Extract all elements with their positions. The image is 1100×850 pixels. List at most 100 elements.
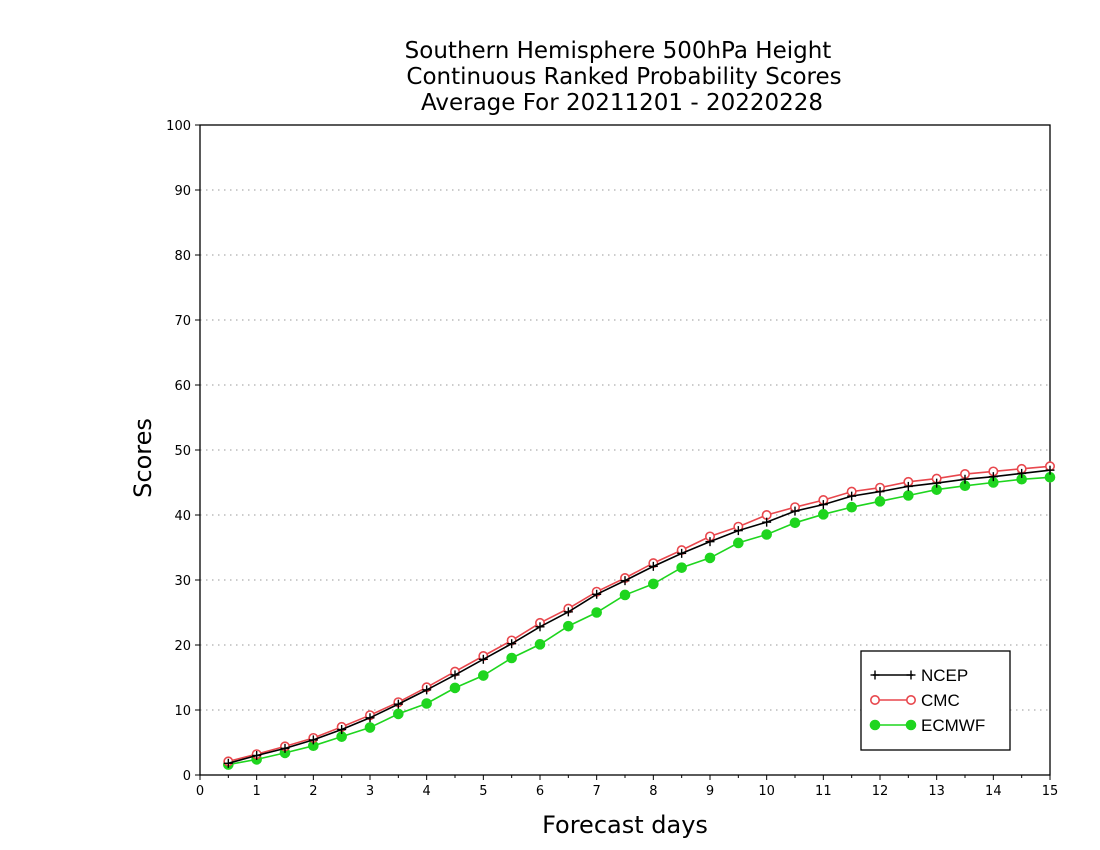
point-ecmwf bbox=[364, 722, 376, 733]
x-tick-label: 1 bbox=[253, 784, 261, 799]
point-ecmwf bbox=[704, 552, 716, 564]
point-ncep bbox=[422, 685, 432, 695]
x-tick-label: 3 bbox=[366, 784, 374, 799]
x-tick-label: 4 bbox=[423, 784, 431, 799]
point-ncep bbox=[365, 713, 375, 723]
x-tick-label: 12 bbox=[872, 784, 889, 799]
x-tick-label: 2 bbox=[309, 784, 317, 799]
y-tick-label: 50 bbox=[174, 444, 191, 459]
point-ecmwf bbox=[506, 652, 517, 664]
point-ncep bbox=[733, 526, 743, 536]
x-tick-label: 10 bbox=[758, 784, 775, 799]
legend-entry-cmc: CMC bbox=[869, 691, 960, 710]
point-ncep bbox=[620, 576, 630, 586]
point-ncep bbox=[762, 517, 772, 527]
y-axis-ticks: 0 10 20 30 40 50 60 70 80 90 100 bbox=[166, 119, 200, 784]
series-line-ncep bbox=[228, 469, 1051, 765]
point-ncep bbox=[988, 472, 998, 482]
point-ncep bbox=[563, 607, 573, 617]
point-ecmwf bbox=[619, 589, 631, 601]
point-ncep bbox=[450, 670, 460, 680]
series-ncep bbox=[223, 465, 1055, 768]
legend-label-ecmwf: ECMWF bbox=[921, 716, 985, 735]
point-ecmwf bbox=[393, 708, 404, 720]
legend-marker-left-ncep bbox=[870, 670, 880, 680]
x-tick-label: 9 bbox=[706, 784, 714, 799]
point-ncep bbox=[1045, 465, 1055, 475]
gridlines bbox=[200, 189, 1050, 711]
point-ecmwf bbox=[789, 517, 801, 529]
point-ecmwf bbox=[563, 620, 574, 632]
point-ncep bbox=[1017, 468, 1027, 478]
legend-marker-right-ncep bbox=[906, 670, 916, 680]
point-ncep bbox=[648, 561, 658, 571]
y-tick-label: 80 bbox=[174, 249, 191, 264]
point-ecmwf bbox=[421, 698, 432, 709]
point-ncep bbox=[223, 758, 233, 768]
point-ecmwf bbox=[534, 639, 546, 650]
x-tick-label: 6 bbox=[536, 784, 544, 799]
legend-marker-right-ecmwf bbox=[905, 719, 917, 731]
legend: NCEP CMC ECMWF bbox=[860, 650, 1011, 751]
point-ecmwf bbox=[449, 682, 461, 694]
x-axis-title: Forecast days bbox=[542, 811, 708, 839]
legend-entry-ncep: NCEP bbox=[870, 666, 968, 685]
point-ecmwf bbox=[648, 578, 659, 590]
x-tick-label: 15 bbox=[1042, 784, 1059, 799]
x-tick-label: 7 bbox=[593, 784, 601, 799]
y-tick-label: 100 bbox=[166, 119, 191, 134]
point-ncep bbox=[280, 743, 290, 753]
title-line-3: Average For 20211201 - 20220228 bbox=[421, 90, 823, 116]
legend-label-ncep: NCEP bbox=[921, 666, 968, 685]
x-tick-label: 8 bbox=[649, 784, 657, 799]
point-ncep bbox=[705, 537, 715, 547]
series-ecmwf bbox=[223, 472, 1056, 770]
point-ncep bbox=[875, 487, 885, 497]
x-tick-label: 13 bbox=[928, 784, 945, 799]
title-line-2: Continuous Ranked Probability Scores bbox=[406, 64, 841, 90]
y-axis-title: Scores bbox=[129, 418, 157, 498]
x-tick-label: 0 bbox=[196, 784, 204, 799]
point-ecmwf bbox=[818, 509, 829, 520]
y-tick-label: 40 bbox=[174, 509, 191, 524]
x-tick-label: 5 bbox=[479, 784, 487, 799]
point-ncep bbox=[337, 725, 347, 734]
x-tick-label: 11 bbox=[815, 784, 832, 799]
point-ncep bbox=[932, 478, 942, 488]
point-ncep bbox=[308, 735, 318, 745]
legend-marker-left-cmc bbox=[869, 694, 880, 705]
series-lines bbox=[223, 461, 1056, 770]
point-ncep bbox=[592, 589, 602, 599]
legend-marker-right-cmc bbox=[905, 694, 916, 705]
point-ncep bbox=[818, 500, 828, 510]
point-ncep bbox=[252, 751, 262, 760]
point-ecmwf bbox=[733, 537, 744, 549]
point-ecmwf bbox=[874, 496, 886, 507]
point-ncep bbox=[847, 491, 857, 501]
point-ncep bbox=[903, 481, 913, 491]
y-tick-label: 90 bbox=[174, 184, 191, 199]
point-ncep bbox=[478, 654, 488, 664]
point-ecmwf bbox=[676, 562, 687, 573]
point-ncep bbox=[507, 639, 517, 649]
point-ncep bbox=[677, 548, 687, 558]
point-ecmwf bbox=[761, 529, 772, 540]
legend-entry-ecmwf: ECMWF bbox=[869, 716, 985, 735]
y-tick-label: 10 bbox=[174, 704, 191, 719]
y-tick-label: 60 bbox=[174, 379, 191, 394]
point-ncep bbox=[960, 474, 970, 484]
point-ecmwf bbox=[846, 501, 857, 513]
point-ecmwf bbox=[478, 670, 489, 681]
title-line-1: Southern Hemisphere 500hPa Height bbox=[405, 38, 832, 64]
point-ncep bbox=[535, 622, 545, 632]
point-ecmwf bbox=[903, 490, 914, 501]
y-tick-label: 20 bbox=[174, 639, 191, 654]
x-axis-ticks: 0 1 2 3 4 5 6 7 8 9 10 11 12 13 14 15 bbox=[196, 775, 1058, 799]
chart-title: Southern Hemisphere 500hPa Height Contin… bbox=[405, 38, 842, 116]
point-ncep bbox=[393, 699, 403, 709]
point-ncep bbox=[790, 506, 800, 516]
y-tick-label: 30 bbox=[174, 574, 191, 589]
legend-marker-left-ecmwf bbox=[869, 719, 881, 731]
legend-label-cmc: CMC bbox=[921, 691, 960, 710]
